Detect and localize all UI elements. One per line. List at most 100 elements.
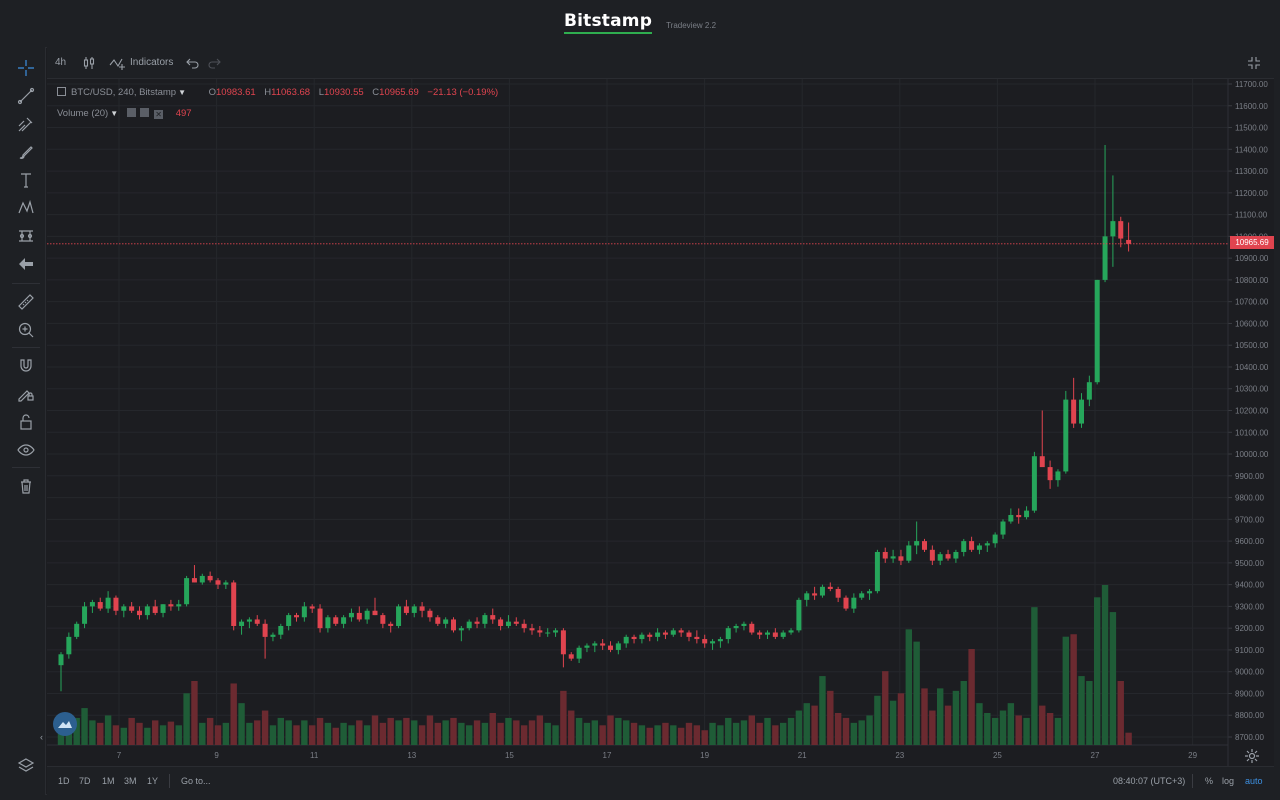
range-1d[interactable]: 1D [58,776,70,786]
candle-body [105,597,111,609]
candle-body [152,606,158,613]
volume-bar [316,717,324,745]
candle-body [58,654,64,666]
candle-body [325,617,331,629]
current-price-label: 10965.69 [1230,236,1274,249]
symbol-dropdown-icon[interactable]: ▼ [178,88,186,97]
lock-drawings-icon[interactable] [12,381,40,407]
candle-body [929,549,935,561]
percent-toggle[interactable]: % [1205,776,1214,786]
range-3m[interactable]: 3M [124,776,137,786]
indicators-button[interactable]: Indicators [109,47,173,78]
candle-body [812,593,818,596]
volume-close-icon[interactable]: ✕ [154,110,164,119]
symbol-label[interactable]: BTC/USD, 240, Bitstamp [71,87,177,98]
range-1y[interactable]: 1Y [147,776,159,786]
candle-body [631,636,637,640]
candle-body [199,575,205,583]
volume-settings-icon[interactable] [126,108,136,117]
volume-dropdown-icon[interactable]: ▼ [110,109,119,118]
candle-body [160,604,166,613]
price-tick-label: 9800.00 [1235,494,1264,503]
candle-body [411,606,417,613]
candle-body [576,647,582,659]
volume-bar [144,727,151,745]
interval-button[interactable]: 4h [55,57,67,68]
price-tick-label: 9900.00 [1235,472,1264,481]
zoom-in-icon[interactable] [12,317,40,343]
volume-bar [481,722,489,745]
candle-body [466,621,472,629]
ruler-icon[interactable] [12,289,40,315]
volume-bar [1125,732,1132,745]
trend-line-icon[interactable] [12,83,40,109]
brush-icon[interactable] [12,139,40,165]
candle-body [74,623,80,637]
layers-icon[interactable] [12,753,40,779]
pitchfork-icon[interactable] [12,111,40,137]
volume-bar [497,722,504,745]
candle-body [623,636,629,644]
volume-bar [725,717,732,745]
candle-body [662,632,668,635]
goto-button[interactable]: Go to... [181,776,211,786]
candle-body [396,606,402,626]
price-chart[interactable]: 11700.00 11600.00 11500.00 11400.00 11300.00… [47,79,1274,766]
pattern-icon[interactable] [12,195,40,221]
volume-bar [991,717,999,745]
volume-value: 497 [175,108,192,119]
prediction-icon[interactable] [12,223,40,249]
legend-toggle-icon[interactable] [57,87,66,96]
volume-bar [277,717,284,745]
volume-bar [866,715,873,745]
volume-bar [73,717,80,745]
crosshair-icon[interactable] [12,55,40,81]
volume-bar [677,727,685,745]
candle-body [670,630,676,635]
volume-bar [81,708,88,745]
price-tick-label: 11500.00 [1235,124,1268,133]
indicators-icon [109,58,125,70]
auto-toggle[interactable]: auto [1245,776,1263,786]
volume-bar [1094,597,1101,745]
range-7d[interactable]: 7D [79,776,91,786]
magnet-icon[interactable] [12,353,40,379]
tradingview-logo-icon[interactable] [53,712,77,736]
log-toggle[interactable]: log [1222,776,1235,786]
price-tick-label: 10700.00 [1235,298,1269,307]
redo-icon[interactable] [207,47,221,78]
candle-body [270,634,276,637]
chart-background [47,79,1274,766]
volume-bar [976,703,983,745]
volume-hide-icon[interactable] [140,108,150,117]
price-tick-label: 10900.00 [1235,254,1269,263]
fullscreen-icon[interactable] [1246,47,1262,78]
volume-bar [199,722,206,745]
candle-body [725,628,731,640]
text-icon[interactable] [12,167,40,193]
eye-icon[interactable] [12,437,40,463]
volume-bar [1062,636,1069,745]
scroll-left-icon[interactable]: ‹ [40,732,43,742]
lock-icon[interactable] [12,409,40,435]
undo-icon[interactable] [186,47,200,78]
candle-body [592,643,598,646]
candle-body [749,623,755,633]
settings-icon[interactable] [1244,748,1260,764]
brand-logo[interactable]: Bitstamp [563,11,653,34]
volume-bar [1086,681,1093,745]
trash-icon[interactable] [12,473,40,499]
low-value: 10930.55 [324,87,364,98]
candles-icon[interactable] [81,47,97,78]
candle-body [451,619,456,631]
candle-body [380,615,386,624]
range-1m[interactable]: 1M [102,776,115,786]
date-tick-label: 13 [407,751,416,760]
volume-label[interactable]: Volume (20) [57,108,109,119]
volume-bar [536,715,544,745]
price-tick-label: 10500.00 [1235,341,1269,350]
back-arrow-icon[interactable] [12,251,40,277]
candle-body [1047,467,1053,481]
candle-body [176,604,182,607]
date-tick-label: 7 [117,751,122,760]
